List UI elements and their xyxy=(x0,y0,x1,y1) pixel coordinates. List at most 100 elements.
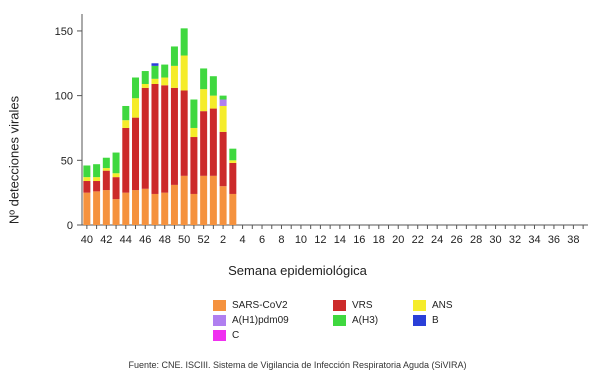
legend-item: C xyxy=(213,330,239,341)
bar-segment xyxy=(83,181,91,193)
legend-label: SARS-CoV2 xyxy=(232,300,288,311)
legend-label: A(H1)pdm09 xyxy=(232,315,289,326)
bar-segment xyxy=(112,173,120,178)
x-tick-label: 30 xyxy=(489,234,501,246)
legend-label: C xyxy=(232,330,240,341)
bar-segment xyxy=(180,90,188,176)
bar-segment xyxy=(132,190,140,225)
bar-segment xyxy=(219,99,227,106)
bar-segment xyxy=(200,111,208,176)
x-tick-label: 52 xyxy=(198,234,210,246)
bar-segment xyxy=(190,137,198,194)
x-tick-label: 12 xyxy=(314,234,326,246)
legend-swatch xyxy=(213,300,226,311)
legend: SARS-CoV2 VRS ANS A(H1)pdm09 A(H3) B C xyxy=(213,300,513,350)
bar-segment xyxy=(122,192,130,225)
bar-segment xyxy=(219,95,227,100)
bar-segment xyxy=(209,95,217,109)
x-tick-label: 20 xyxy=(392,234,404,246)
bar-segment xyxy=(112,177,120,200)
bar-segment xyxy=(102,157,110,169)
bar-segment xyxy=(141,83,149,88)
bar-segment xyxy=(170,184,178,225)
bar-segment xyxy=(83,177,91,182)
bar-segment xyxy=(141,71,149,84)
bar-segment xyxy=(209,108,217,176)
bar-segment xyxy=(219,186,227,225)
bar-segment xyxy=(151,63,159,66)
bar-segment xyxy=(132,117,140,191)
bar-segment xyxy=(112,199,120,225)
x-tick-label: 10 xyxy=(295,234,307,246)
y-tick-label: 0 xyxy=(67,220,73,232)
bar-segment xyxy=(93,181,101,192)
bar-segment xyxy=(151,193,159,225)
bar-segment xyxy=(161,85,169,193)
x-tick-label: 4 xyxy=(239,234,245,246)
x-tick-label: 24 xyxy=(431,234,443,246)
bar-segment xyxy=(200,89,208,112)
bar-segment xyxy=(93,177,101,182)
legend-swatch xyxy=(413,315,426,326)
x-tick-label: 50 xyxy=(178,234,190,246)
source-note: Fuente: CNE. ISCIII. Sistema de Vigilanc… xyxy=(128,360,467,370)
y-axis-title: Nº detecciones virales xyxy=(6,95,22,225)
y-axis-title-wrap: Nº detecciones virales xyxy=(4,60,24,260)
bar-segment xyxy=(102,190,110,225)
bar-segment xyxy=(180,175,188,225)
x-tick-label: 16 xyxy=(353,234,365,246)
x-tick-label: 46 xyxy=(139,234,151,246)
x-tick-label: 22 xyxy=(412,234,424,246)
legend-swatch xyxy=(333,300,346,311)
x-tick-label: 44 xyxy=(120,234,132,246)
bar-segment xyxy=(229,148,237,161)
x-tick-label: 48 xyxy=(159,234,171,246)
bar-segment xyxy=(200,175,208,225)
legend-swatch xyxy=(413,300,426,311)
bar-segment xyxy=(170,46,178,66)
bar-segment xyxy=(93,191,101,225)
bar-segment xyxy=(102,168,110,171)
bar-segment xyxy=(122,120,130,128)
x-tick-label: 36 xyxy=(548,234,560,246)
bar-segment xyxy=(93,164,101,178)
x-axis-title: Semana epidemiológica xyxy=(228,263,367,278)
bar-segment xyxy=(219,131,227,187)
bar-segment xyxy=(180,55,188,91)
bar-segment xyxy=(229,160,237,163)
bar-segment xyxy=(209,175,217,225)
legend-label: B xyxy=(432,315,439,326)
bar-segment xyxy=(151,78,159,84)
bar-segment xyxy=(151,65,159,79)
legend-item: A(H1)pdm09 xyxy=(213,315,289,326)
bar-segment xyxy=(122,127,130,193)
x-tick-label: 40 xyxy=(81,234,93,246)
legend-item: ANS xyxy=(413,300,453,311)
x-tick-label: 38 xyxy=(567,234,579,246)
bar-segment xyxy=(141,188,149,225)
y-tick-label: 50 xyxy=(61,155,73,167)
legend-item: B xyxy=(413,315,439,326)
x-tick-label: 34 xyxy=(528,234,540,246)
bar-segment xyxy=(229,162,237,194)
bar-segment xyxy=(83,192,91,225)
y-tick-label: 150 xyxy=(55,26,73,38)
legend-label: ANS xyxy=(432,300,453,311)
legend-item: A(H3) xyxy=(333,315,378,326)
x-tick-label: 42 xyxy=(100,234,112,246)
bar-segment xyxy=(161,192,169,225)
legend-label: VRS xyxy=(352,300,373,311)
bar-segment xyxy=(122,105,130,121)
x-tick-label: 28 xyxy=(470,234,482,246)
bar-segment xyxy=(180,28,188,56)
legend-item: VRS xyxy=(333,300,373,311)
bar-segment xyxy=(190,99,198,128)
bar-segment xyxy=(170,65,178,88)
y-tick-label: 100 xyxy=(55,91,73,103)
bar-segment xyxy=(229,193,237,225)
bar-segment xyxy=(200,68,208,90)
x-tick-label: 26 xyxy=(451,234,463,246)
bar-segment xyxy=(190,193,198,225)
